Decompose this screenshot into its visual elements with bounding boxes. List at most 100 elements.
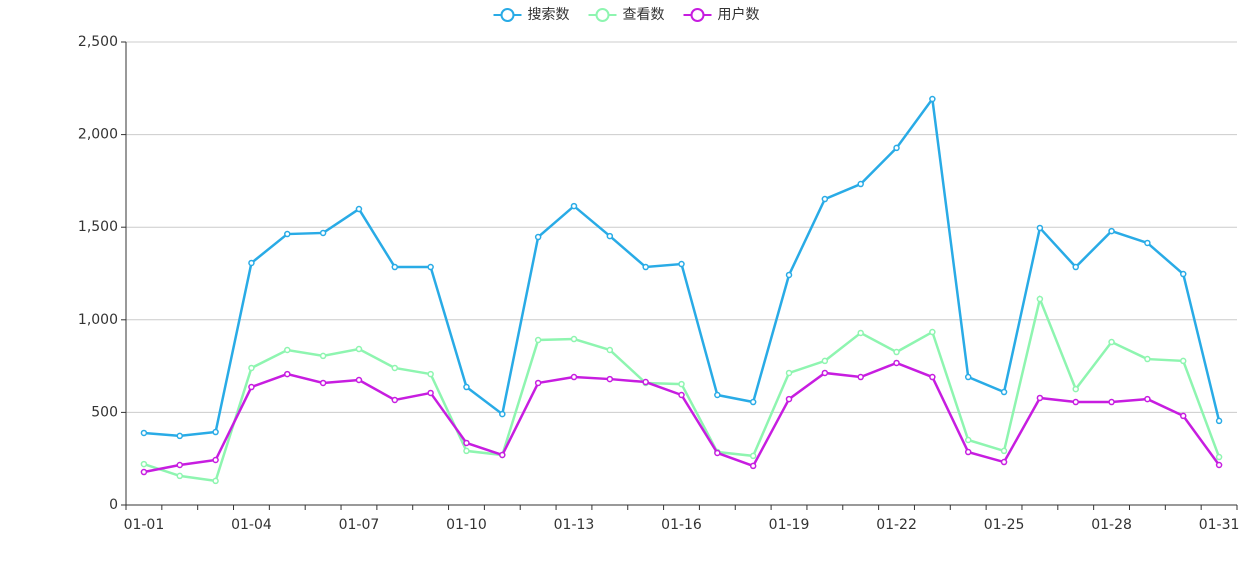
data-point [642, 263, 649, 271]
legend-label: 用户数 [718, 6, 760, 23]
data-point [929, 373, 936, 381]
data-point [678, 260, 685, 268]
data-point [678, 391, 685, 399]
y-tick-label: 2,500 [78, 34, 118, 50]
legend-marker [690, 8, 705, 22]
data-point [714, 449, 721, 457]
y-tick-label: 0 [109, 497, 118, 513]
data-point [1036, 224, 1044, 232]
legend-marker [500, 8, 515, 22]
data-point [427, 370, 434, 378]
data-point [1179, 270, 1187, 278]
data-point [355, 345, 363, 353]
data-point [212, 477, 219, 485]
data-point [248, 259, 255, 267]
data-point [606, 346, 614, 354]
data-point [1000, 447, 1008, 455]
data-point [642, 378, 649, 386]
data-point [1144, 395, 1151, 403]
data-point [534, 336, 542, 344]
data-point [964, 373, 972, 381]
data-point [319, 352, 327, 360]
data-point [319, 379, 327, 387]
data-point [284, 346, 291, 354]
data-point [284, 230, 291, 238]
data-point [463, 447, 470, 455]
data-point [606, 232, 614, 240]
x-tick-label: 01-10 [446, 517, 487, 533]
data-point [785, 395, 793, 403]
data-point [1215, 461, 1223, 469]
data-point [1072, 385, 1079, 393]
y-tick-label: 500 [91, 404, 118, 420]
x-tick-label: 01-13 [554, 517, 595, 533]
data-point [463, 383, 470, 391]
data-point [1108, 338, 1115, 346]
y-tick-label: 1,000 [78, 312, 118, 328]
data-point [570, 373, 578, 381]
data-point [212, 428, 219, 436]
data-point [1108, 227, 1115, 235]
series-line [143, 294, 1221, 483]
x-tick-label: 01-22 [876, 517, 917, 533]
data-point [570, 335, 578, 343]
data-point [391, 263, 399, 271]
y-tick-label: 2,000 [78, 127, 118, 143]
data-point [140, 429, 148, 437]
data-point [821, 369, 829, 377]
x-tick-label: 01-04 [231, 517, 272, 533]
data-point [391, 364, 399, 372]
data-point [964, 448, 972, 456]
data-point [1215, 453, 1223, 461]
data-point [749, 462, 757, 470]
data-point [749, 452, 757, 460]
data-point [284, 370, 291, 378]
data-point [176, 461, 184, 469]
data-point [355, 376, 363, 384]
series-line [143, 361, 1221, 474]
data-point [1179, 412, 1187, 420]
data-point [893, 144, 900, 152]
data-point [1036, 295, 1044, 303]
legend-label: 搜索数 [528, 6, 570, 23]
x-tick-label: 01-31 [1199, 517, 1240, 533]
data-point [749, 398, 757, 406]
data-point [319, 229, 327, 237]
x-tick-label: 01-19 [769, 517, 810, 533]
data-point [1000, 458, 1008, 466]
data-point [499, 410, 506, 418]
data-point [1000, 388, 1008, 396]
data-point [212, 456, 219, 464]
data-point [785, 271, 793, 279]
data-point [929, 95, 936, 103]
x-tick-label: 01-01 [124, 517, 165, 533]
data-point [785, 369, 793, 377]
data-point [857, 180, 864, 188]
data-point [821, 195, 829, 203]
data-point [248, 383, 255, 391]
data-point [1108, 398, 1115, 406]
data-point [534, 379, 542, 387]
data-point [570, 202, 578, 210]
x-tick-label: 01-16 [661, 517, 702, 533]
data-point [1144, 239, 1151, 247]
data-point [678, 380, 685, 388]
data-point [534, 233, 542, 241]
data-point [391, 396, 399, 404]
data-point [606, 375, 614, 383]
x-tick-label: 01-28 [1091, 517, 1132, 533]
data-point [893, 348, 900, 356]
data-point [821, 357, 829, 365]
data-point [893, 359, 900, 367]
data-point [355, 205, 363, 213]
data-point [1036, 394, 1044, 402]
legend-label: 查看数 [623, 7, 665, 23]
data-point [176, 472, 184, 480]
legend-marker [595, 8, 610, 22]
data-point [499, 451, 506, 459]
data-point [427, 389, 434, 397]
data-point [1215, 417, 1223, 425]
data-point [929, 328, 936, 336]
x-tick-label: 01-07 [339, 517, 380, 533]
